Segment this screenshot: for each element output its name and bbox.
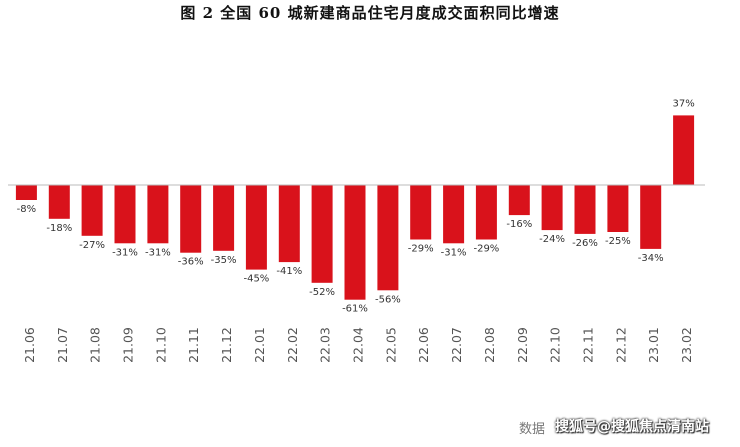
- data-label-23.01: -34%: [638, 253, 664, 264]
- tick-label-21.09: 21.09: [121, 327, 136, 363]
- chart-title: 图 2 全国 60 城新建商品住宅月度成交面积同比增速: [180, 4, 560, 22]
- data-label-22.11: -26%: [572, 238, 598, 249]
- data-labels-group: -8%-18%-27%-31% -31%-36% -35%-45%-41%-52%-…: [17, 98, 695, 314]
- bar-21.12: [213, 185, 235, 251]
- bar-21.08: [81, 185, 103, 236]
- data-label-21.08: -27%: [79, 240, 105, 251]
- data-label-22.08: -29%: [473, 244, 499, 255]
- data-label-21.10: -31%: [145, 247, 171, 258]
- bars-group: [15, 115, 695, 300]
- bar-22.01: [245, 185, 267, 270]
- bar-21.06: [15, 185, 37, 200]
- tick-label-22.03: 22.03: [318, 327, 333, 363]
- data-label-22.04: -61%: [342, 304, 368, 315]
- bar-21.09: [114, 185, 136, 244]
- data-label-23.02: 37%: [672, 98, 694, 109]
- tick-label-22.04: 22.04: [351, 327, 366, 363]
- tick-label-21.11: 21.11: [186, 327, 201, 363]
- tick-label-22.10: 22.10: [548, 327, 563, 363]
- bar-22.10: [541, 185, 563, 231]
- tick-label-22.05: 22.05: [383, 327, 398, 363]
- tick-label-22.08: 22.08: [482, 327, 497, 363]
- data-label-21.12: -35%: [211, 255, 237, 266]
- data-label-21.09: -31%: [112, 247, 138, 258]
- bar-22.07: [443, 185, 465, 244]
- bar-22.05: [377, 185, 399, 291]
- tick-label-23.02: 23.02: [679, 327, 694, 363]
- source-note: 数据: [519, 422, 546, 437]
- tick-label-22.12: 22.12: [613, 327, 628, 363]
- data-label-21.06: -8%: [17, 204, 36, 215]
- bar-21.11: [180, 185, 202, 253]
- data-label-22.02: -41%: [276, 266, 302, 277]
- watermark-text: 搜狐号@搜狐焦点清南站: [555, 419, 709, 435]
- tick-label-21.10: 21.10: [153, 327, 168, 363]
- bar-22.03: [311, 185, 333, 283]
- bar-22.02: [278, 185, 300, 263]
- bar-22.04: [344, 185, 366, 300]
- tick-label-23.01: 23.01: [646, 327, 661, 363]
- bar-22.08: [475, 185, 497, 240]
- bar-22.12: [607, 185, 629, 232]
- data-label-22.03: -52%: [309, 287, 335, 298]
- tick-label-21.07: 21.07: [55, 327, 70, 363]
- data-label-22.06: -29%: [408, 244, 434, 255]
- tick-label-22.09: 22.09: [515, 327, 530, 363]
- tick-labels-group: 21.06 21.07 21.08 21.09 21.10 21.11 21.12 22.01…: [22, 327, 694, 363]
- data-label-22.07: -31%: [441, 247, 467, 258]
- tick-label-22.01: 22.01: [252, 327, 267, 363]
- data-label-22.09: -16%: [506, 219, 532, 230]
- data-label-21.11: -36%: [178, 257, 204, 268]
- bar-21.10: [147, 185, 169, 244]
- data-label-22.01: -45%: [243, 274, 269, 285]
- bar-22.06: [410, 185, 432, 240]
- tick-label-22.07: 22.07: [449, 327, 464, 363]
- data-label-22.05: -56%: [375, 294, 401, 305]
- data-label-21.07: -18%: [46, 223, 72, 234]
- tick-label-21.08: 21.08: [88, 327, 103, 363]
- bar-22.09: [508, 185, 530, 216]
- bar-23.01: [640, 185, 662, 249]
- tick-label-21.06: 21.06: [22, 327, 37, 363]
- bar-21.07: [48, 185, 70, 219]
- tick-label-22.02: 22.02: [285, 327, 300, 363]
- tick-label-21.12: 21.12: [219, 327, 234, 363]
- data-label-22.12: -25%: [605, 236, 631, 247]
- bar-23.02: [673, 115, 695, 185]
- bar-22.11: [574, 185, 596, 234]
- tick-label-22.11: 22.11: [581, 327, 596, 363]
- data-label-22.10: -24%: [539, 234, 565, 245]
- tick-label-22.06: 22.06: [416, 327, 431, 363]
